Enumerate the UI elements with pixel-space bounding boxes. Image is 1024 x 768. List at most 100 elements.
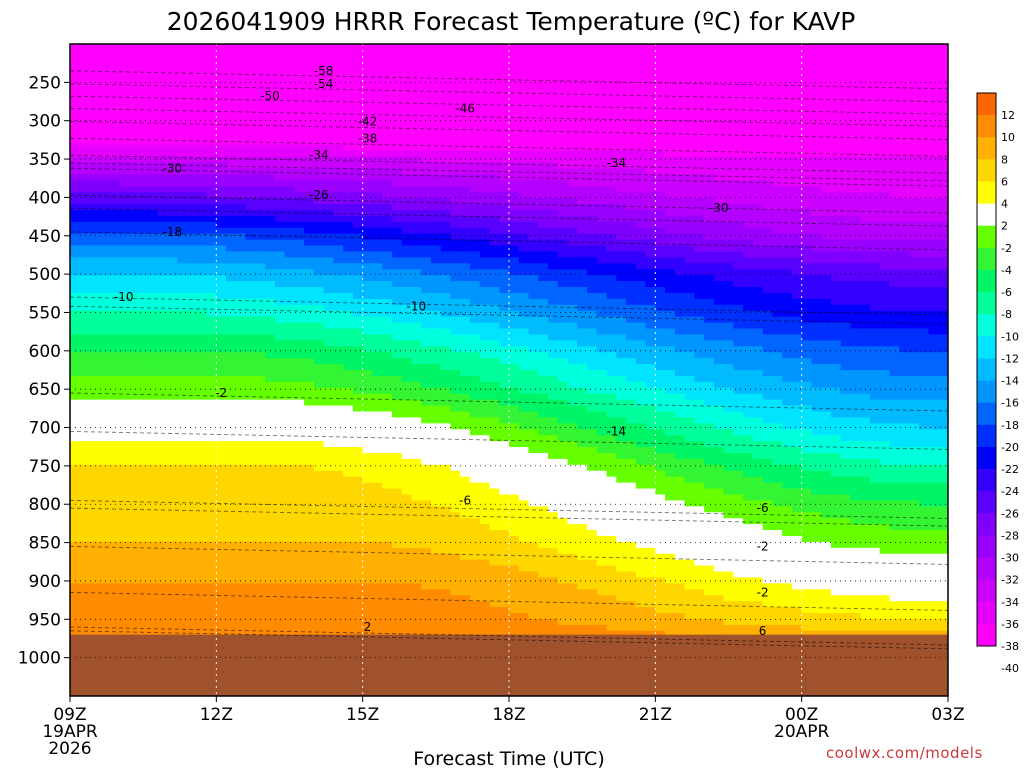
temperature-cell	[518, 239, 530, 247]
temperature-cell	[352, 310, 364, 318]
temperature-cell	[206, 518, 217, 525]
temperature-cell	[440, 126, 452, 134]
temperature-cell	[294, 423, 305, 430]
temperature-cell	[235, 482, 247, 490]
temperature-cell	[216, 292, 227, 300]
temperature-cell	[323, 144, 334, 152]
temperature-cell	[128, 221, 139, 229]
temperature-cell	[460, 292, 471, 300]
temperature-cell	[401, 245, 413, 253]
temperature-cell	[440, 180, 452, 187]
temperature-cell	[372, 91, 383, 98]
temperature-cell	[274, 233, 286, 241]
temperature-cell	[70, 352, 81, 359]
temperature-cell	[99, 601, 110, 608]
temperature-cell	[304, 239, 315, 247]
temperature-cell	[440, 387, 452, 395]
temperature-cell	[265, 547, 276, 555]
temperature-cell	[382, 358, 393, 365]
temperature-cell	[255, 607, 266, 614]
temperature-cell	[265, 97, 276, 104]
temperature-cell	[167, 292, 178, 300]
temperature-cell	[304, 73, 315, 81]
temperature-cell	[206, 577, 217, 584]
temperature-cell	[128, 44, 139, 51]
temperature-cell	[499, 245, 510, 253]
temperature-cell	[469, 61, 481, 69]
temperature-cell	[421, 618, 432, 626]
temperature-cell	[479, 494, 491, 501]
temperature-cell	[187, 624, 198, 632]
temperature-cell	[343, 399, 354, 407]
temperature-cell	[313, 97, 325, 104]
temperature-cell	[469, 55, 481, 63]
temperature-cell	[226, 518, 237, 525]
temperature-cell	[509, 257, 520, 264]
temperature-cell	[352, 358, 364, 365]
temperature-cell	[450, 233, 461, 241]
temperature-cell	[518, 435, 530, 442]
temperature-cell	[304, 405, 315, 413]
temperature-cell	[70, 251, 81, 258]
temperature-cell	[255, 630, 266, 636]
temperature-cell	[352, 156, 364, 164]
temperature-cell	[265, 518, 276, 525]
temperature-cell	[489, 387, 500, 395]
temperature-cell	[109, 186, 120, 193]
temperature-cell	[265, 239, 276, 247]
temperature-cell	[333, 375, 344, 383]
temperature-cell	[538, 233, 549, 241]
temperature-cell	[499, 530, 510, 537]
temperature-cell	[206, 630, 217, 636]
temperature-cell	[538, 287, 549, 294]
temperature-cell	[284, 346, 295, 353]
temperature-cell	[216, 251, 227, 258]
temperature-cell	[138, 316, 149, 324]
temperature-cell	[294, 298, 305, 306]
temperature-cell	[333, 73, 344, 81]
temperature-cell	[362, 334, 374, 341]
temperature-cell	[118, 310, 130, 318]
temperature-cell	[518, 192, 530, 199]
temperature-cell	[245, 245, 256, 253]
temperature-cell	[274, 103, 286, 110]
temperature-cell	[372, 494, 383, 501]
temperature-cell	[401, 180, 413, 187]
temperature-cell	[167, 393, 178, 401]
temperature-cell	[430, 328, 442, 336]
temperature-cell	[343, 73, 354, 81]
temperature-cell	[70, 245, 81, 253]
temperature-cell	[177, 452, 188, 460]
temperature-cell	[109, 316, 120, 324]
temperature-cell	[518, 61, 530, 69]
temperature-cell	[382, 482, 393, 490]
temperature-cell	[79, 577, 91, 584]
temperature-cell	[284, 387, 295, 395]
temperature-cell	[440, 233, 452, 241]
temperature-cell	[509, 144, 520, 152]
temperature-cell	[148, 150, 159, 158]
temperature-cell	[177, 411, 188, 419]
temperature-cell	[391, 381, 403, 389]
temperature-cell	[187, 204, 198, 211]
temperature-cell	[196, 239, 208, 247]
temperature-cell	[196, 121, 208, 128]
temperature-cell	[99, 126, 110, 134]
temperature-cell	[265, 168, 276, 175]
temperature-cell	[352, 292, 364, 300]
temperature-cell	[255, 192, 266, 199]
temperature-cell	[70, 358, 81, 365]
temperature-cell	[167, 429, 178, 436]
temperature-cell	[372, 209, 383, 217]
temperature-cell	[177, 577, 188, 584]
temperature-cell	[148, 340, 159, 347]
temperature-cell	[99, 346, 110, 353]
temperature-cell	[343, 257, 354, 264]
temperature-cell	[255, 180, 266, 187]
temperature-cell	[245, 613, 256, 620]
temperature-cell	[89, 180, 100, 187]
temperature-cell	[469, 204, 481, 211]
temperature-cell	[323, 239, 334, 247]
temperature-cell	[148, 103, 159, 110]
temperature-cell	[99, 352, 110, 359]
